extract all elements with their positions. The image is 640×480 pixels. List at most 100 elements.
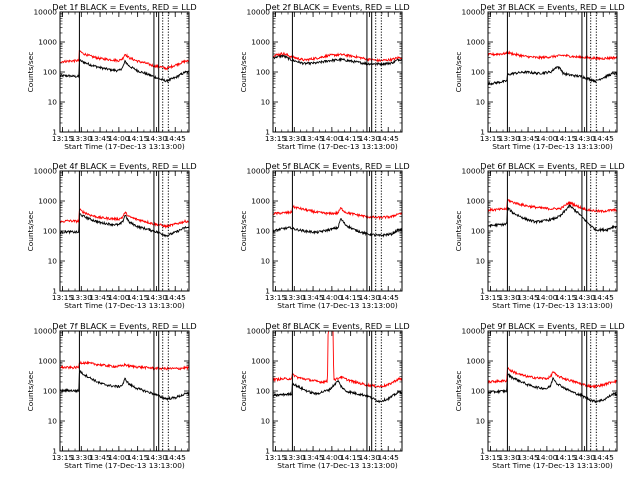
x-tick-label: 14:15 [127, 134, 149, 143]
detector-panel-4: Det 4f BLACK = Events, RED = LLD 1 10 100 10… [26, 161, 197, 310]
x-tick-label: 13:45 [517, 453, 539, 462]
plot-frame [59, 170, 190, 292]
x-axis-label: Start Time (17-Dec-13 13:13:00) [492, 461, 613, 470]
detector-panel-9: Det 9f BLACK = Events, RED = LLD 1 10 100 10… [454, 321, 625, 470]
detector-panel-7: Det 7f BLACK = Events, RED = LLD 1 10 100 10… [26, 321, 197, 470]
series-line-events [273, 53, 402, 67]
y-axis-label: Counts/sec [26, 211, 35, 252]
panel-title: Det 4f BLACK = Events, RED = LLD [52, 161, 196, 171]
y-tick-label: 1 [265, 128, 270, 137]
x-tick-label: 13:15 [52, 453, 74, 462]
x-tick-label: 14:45 [165, 134, 187, 143]
y-axis-label: Counts/sec [26, 52, 35, 93]
x-tick-label: 13:30 [284, 134, 306, 143]
x-tick-label: 13:45 [89, 453, 111, 462]
x-tick-label: 14:00 [108, 134, 130, 143]
x-tick-label: 14:00 [536, 293, 558, 302]
panel-title: Det 3f BLACK = Events, RED = LLD [480, 2, 624, 12]
y-tick-label: 10 [48, 257, 58, 266]
x-tick-label: 14:15 [555, 453, 577, 462]
y-tick-label: 100 [256, 68, 270, 77]
x-tick-label: 13:30 [284, 293, 306, 302]
series-line-events [273, 218, 402, 238]
x-tick-label: 14:15 [555, 293, 577, 302]
y-tick-label: 10000 [246, 8, 270, 17]
x-tick-label: 14:30 [359, 293, 381, 302]
series-line-events [60, 212, 189, 238]
x-axis-label: Start Time (17-Dec-13 13:13:00) [64, 142, 185, 151]
series-line-lld [60, 208, 189, 230]
x-tick-label: 14:45 [378, 293, 400, 302]
x-tick-label: 13:30 [71, 134, 93, 143]
panel-title: Det 5f BLACK = Events, RED = LLD [265, 161, 409, 171]
x-axis-label: Start Time (17-Dec-13 13:13:00) [64, 461, 185, 470]
series-line-lld [488, 198, 617, 214]
panel-title: Det 1f BLACK = Events, RED = LLD [52, 2, 196, 12]
plot-frame [487, 170, 618, 292]
y-tick-label: 1000 [466, 38, 485, 47]
detector-panel-8: Det 8f BLACK = Events, RED = LLD 1 10 100 10… [239, 321, 410, 470]
x-tick-label: 14:45 [593, 293, 615, 302]
x-tick-label: 14:15 [127, 453, 149, 462]
x-tick-label: 14:15 [127, 293, 149, 302]
y-tick-label: 1 [265, 287, 270, 296]
plot-area [273, 51, 402, 67]
plot-frame [487, 330, 618, 452]
y-tick-label: 1000 [466, 197, 485, 206]
y-tick-label: 100 [43, 68, 57, 77]
y-axis-label: Counts/sec [454, 211, 463, 252]
x-axis-label: Start Time (17-Dec-13 13:13:00) [64, 301, 185, 310]
detector-panel-3: Det 3f BLACK = Events, RED = LLD 1 10 100 10… [454, 2, 625, 151]
series-line-lld [488, 50, 617, 61]
y-tick-label: 100 [471, 387, 485, 396]
x-tick-label: 13:45 [302, 293, 324, 302]
y-tick-label: 10 [476, 257, 486, 266]
y-tick-label: 10 [48, 417, 58, 426]
x-tick-label: 14:30 [574, 453, 596, 462]
plot-area [60, 360, 189, 402]
x-tick-label: 14:15 [340, 293, 362, 302]
y-tick-label: 10000 [33, 167, 57, 176]
x-tick-label: 13:30 [499, 453, 521, 462]
x-tick-label: 14:45 [165, 293, 187, 302]
y-tick-label: 1000 [466, 357, 485, 366]
y-axis-label: Counts/sec [454, 52, 463, 93]
x-axis-label: Start Time (17-Dec-13 13:13:00) [277, 301, 398, 310]
x-tick-label: 14:30 [359, 134, 381, 143]
y-tick-label: 1000 [251, 197, 270, 206]
x-axis-label: Start Time (17-Dec-13 13:13:00) [492, 301, 613, 310]
x-tick-label: 13:45 [89, 134, 111, 143]
plot-area [273, 331, 402, 404]
x-tick-label: 14:00 [321, 453, 343, 462]
x-tick-label: 13:45 [517, 293, 539, 302]
series-line-events [488, 372, 617, 404]
x-tick-label: 13:45 [302, 134, 324, 143]
series-line-lld [273, 331, 402, 388]
x-tick-label: 13:30 [71, 293, 93, 302]
detector-panel-5: Det 5f BLACK = Events, RED = LLD 1 10 100 10… [239, 161, 410, 310]
x-tick-label: 14:30 [146, 453, 168, 462]
x-tick-label: 14:00 [536, 134, 558, 143]
x-tick-label: 14:00 [321, 293, 343, 302]
y-tick-label: 1000 [38, 357, 57, 366]
x-tick-label: 14:15 [340, 453, 362, 462]
y-axis-label: Counts/sec [239, 211, 248, 252]
y-tick-label: 100 [43, 227, 57, 236]
panel-title: Det 8f BLACK = Events, RED = LLD [265, 321, 409, 331]
x-tick-label: 13:30 [284, 453, 306, 462]
x-tick-label: 13:15 [52, 134, 74, 143]
x-tick-label: 14:30 [146, 134, 168, 143]
y-tick-label: 10000 [33, 327, 57, 336]
x-tick-label: 14:45 [165, 453, 187, 462]
y-tick-label: 1000 [251, 38, 270, 47]
x-tick-label: 14:30 [359, 453, 381, 462]
panel-title: Det 7f BLACK = Events, RED = LLD [52, 321, 196, 331]
y-tick-label: 10 [48, 98, 58, 107]
detector-panel-6: Det 6f BLACK = Events, RED = LLD 1 10 100 10… [454, 161, 625, 310]
series-line-lld [273, 204, 402, 221]
x-tick-label: 13:15 [265, 134, 287, 143]
y-tick-label: 100 [256, 387, 270, 396]
series-line-lld [273, 51, 402, 63]
y-axis-label: Counts/sec [26, 371, 35, 412]
